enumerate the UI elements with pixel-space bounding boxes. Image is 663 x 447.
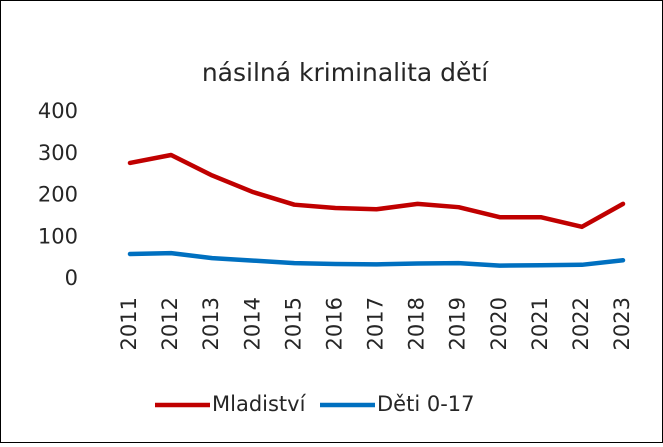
y-tick-label: 0 (65, 266, 78, 290)
x-tick-label: 2014 (240, 297, 264, 350)
x-tick-label: 2012 (158, 297, 182, 350)
series-line (127, 250, 626, 268)
x-tick-label: 2022 (569, 297, 593, 350)
chart-title: násilná kriminalita dětí (202, 58, 489, 87)
series-line (127, 152, 626, 230)
legend-label: Děti 0-17 (377, 392, 475, 416)
x-tick-label: 2011 (117, 297, 141, 350)
x-tick-label: 2016 (322, 297, 346, 350)
x-tick-label: 2013 (199, 297, 223, 350)
x-tick-label: 2018 (405, 297, 429, 350)
y-tick-label: 100 (38, 224, 78, 248)
x-tick-label: 2015 (281, 297, 305, 350)
x-tick-label: 2023 (610, 297, 634, 350)
x-tick-label: 2021 (528, 297, 552, 350)
x-tick-label: 2019 (446, 297, 470, 350)
y-tick-label: 300 (38, 141, 78, 165)
y-tick-label: 400 (38, 99, 78, 123)
x-tick-label: 2017 (364, 297, 388, 350)
y-tick-label: 200 (38, 183, 78, 207)
legend-label: Mladiství (212, 392, 307, 416)
x-tick-label: 2020 (487, 297, 511, 350)
